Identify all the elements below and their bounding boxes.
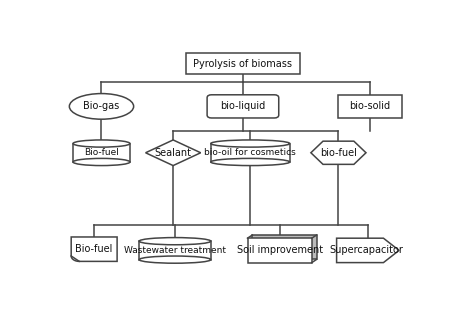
FancyBboxPatch shape (186, 53, 300, 74)
Ellipse shape (73, 140, 130, 147)
Text: bio-fuel: bio-fuel (320, 148, 357, 158)
Polygon shape (71, 237, 117, 262)
Text: Supercapacitor: Supercapacitor (329, 245, 403, 256)
Bar (211, 144, 290, 162)
Bar (73, 144, 130, 162)
Ellipse shape (211, 140, 290, 147)
Text: Pyrolysis of biomass: Pyrolysis of biomass (193, 59, 292, 69)
Bar (247, 238, 312, 262)
Text: Bio-fuel: Bio-fuel (75, 244, 113, 254)
Ellipse shape (73, 158, 130, 165)
Polygon shape (146, 140, 201, 165)
Text: bio-solid: bio-solid (349, 101, 390, 111)
Text: Bio-gas: Bio-gas (83, 101, 119, 111)
Ellipse shape (139, 256, 211, 263)
Text: Wastewater treatment: Wastewater treatment (124, 246, 226, 255)
FancyBboxPatch shape (337, 95, 402, 118)
Text: Sealant: Sealant (155, 148, 191, 158)
Ellipse shape (69, 94, 134, 119)
Ellipse shape (139, 237, 211, 245)
Polygon shape (311, 141, 366, 164)
Text: bio-liquid: bio-liquid (220, 101, 265, 111)
Bar (139, 241, 211, 260)
FancyBboxPatch shape (207, 95, 279, 118)
Polygon shape (337, 238, 399, 262)
Text: Soil improvement: Soil improvement (237, 245, 323, 256)
Text: bio-oil for cosmetics: bio-oil for cosmetics (204, 148, 296, 157)
Ellipse shape (211, 158, 290, 165)
Text: Bio-fuel: Bio-fuel (84, 148, 119, 157)
Bar (252, 235, 317, 259)
